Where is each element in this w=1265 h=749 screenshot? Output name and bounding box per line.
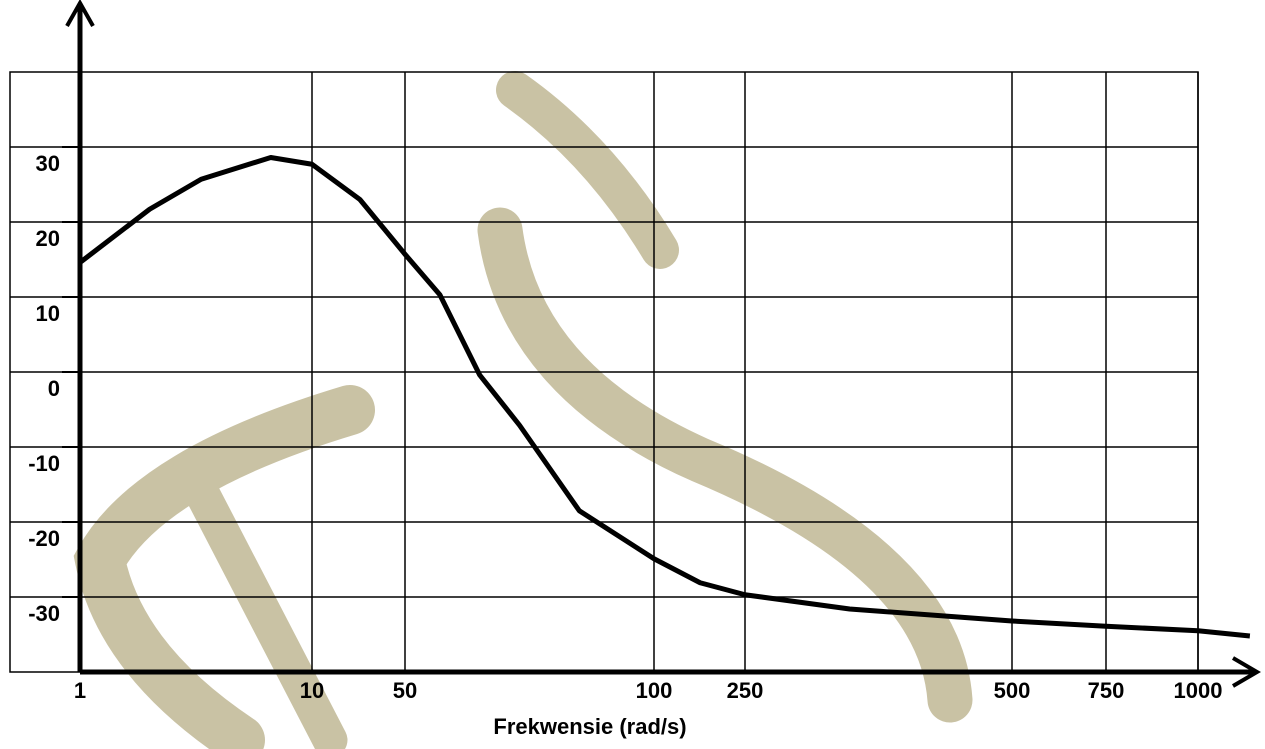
y-tick-label: -20 — [28, 526, 60, 551]
y-tick-label: -30 — [28, 601, 60, 626]
y-tick-label: -10 — [28, 451, 60, 476]
x-tick-label: 100 — [636, 678, 673, 703]
watermark — [100, 90, 950, 740]
x-tick-label: 750 — [1088, 678, 1125, 703]
y-tick-label: 10 — [36, 301, 60, 326]
chart: Frekwensie (rad/s) 3020100-10-20-3011050… — [0, 0, 1265, 749]
x-tick-label: 10 — [300, 678, 324, 703]
x-tick-label: 1 — [74, 678, 86, 703]
x-tick-label: 250 — [727, 678, 764, 703]
x-tick-label: 1000 — [1174, 678, 1223, 703]
x-tick-label: 500 — [994, 678, 1031, 703]
y-tick-label: 30 — [36, 151, 60, 176]
y-tick-label: 20 — [36, 226, 60, 251]
x-tick-label: 50 — [393, 678, 417, 703]
x-axis-label: Frekwensie (rad/s) — [493, 714, 686, 739]
y-tick-label: 0 — [48, 376, 60, 401]
